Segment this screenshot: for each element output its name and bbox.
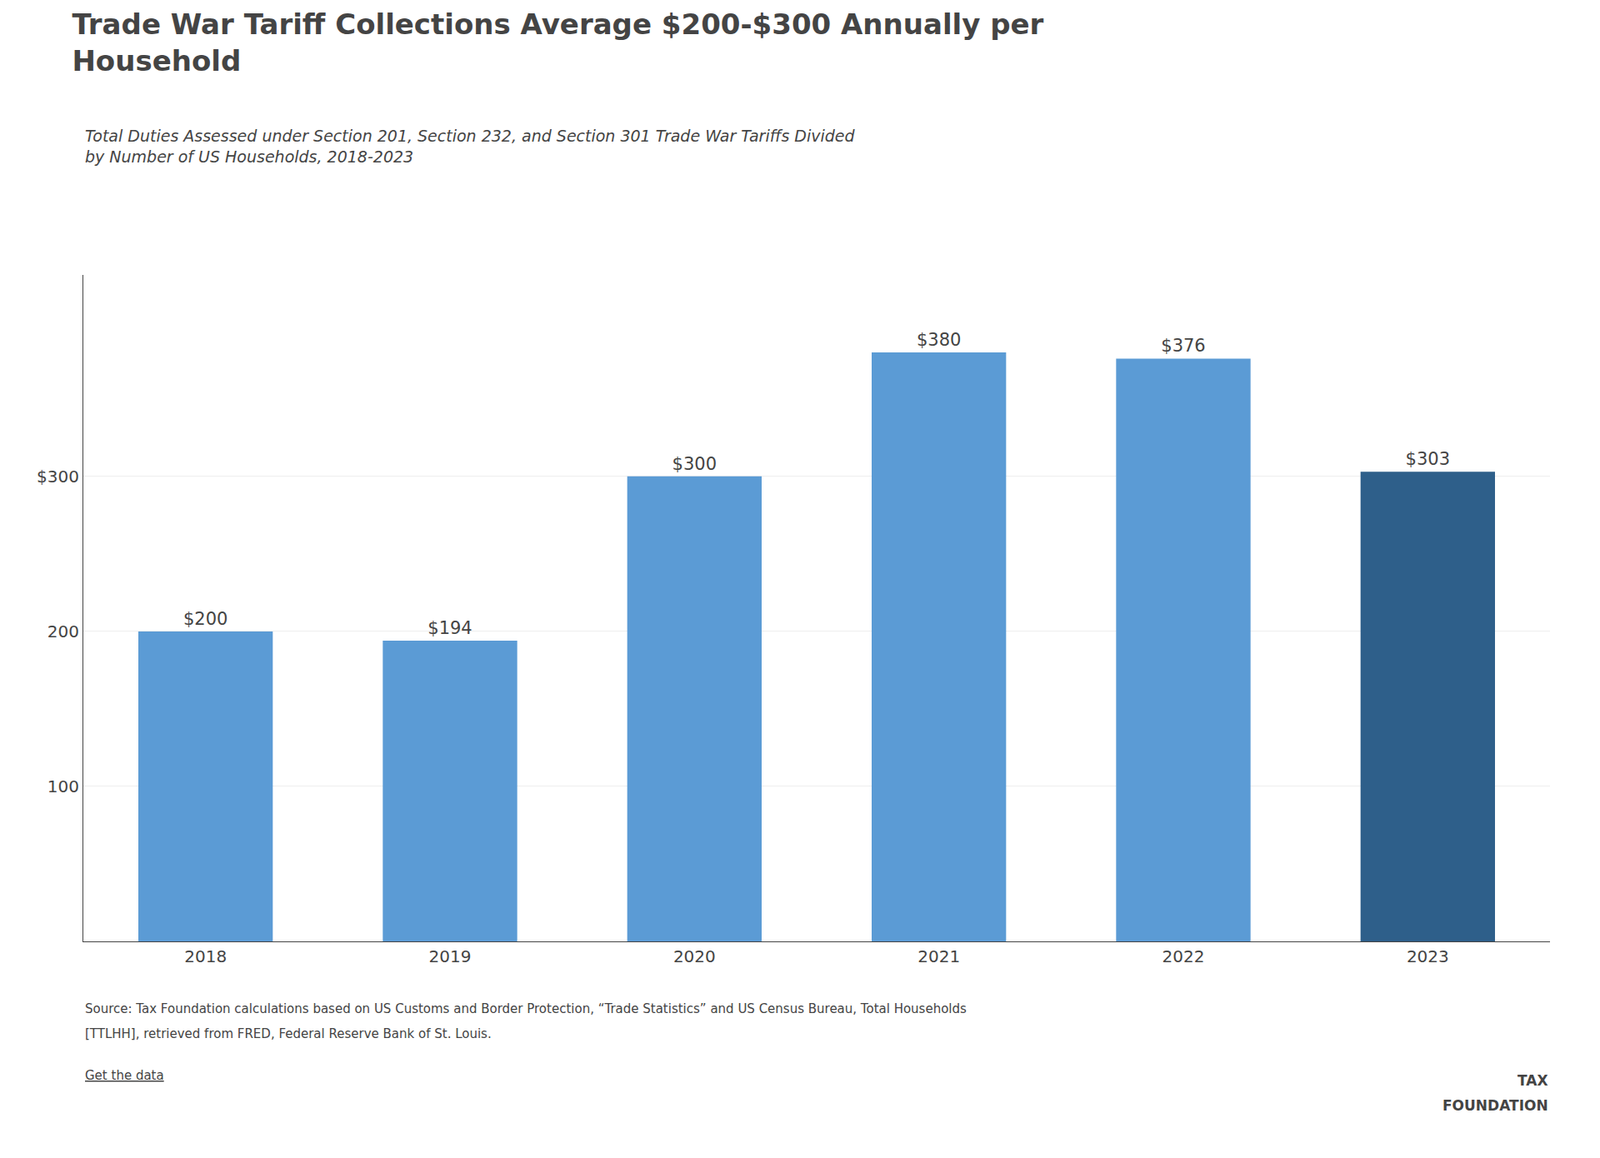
svg-text:Source: Tax Foundation calcula: Source: Tax Foundation calculations base… [85, 1001, 967, 1017]
svg-text:200: 200 [47, 621, 80, 642]
svg-text:Trade War Tariff Collections A: Trade War Tariff Collections Average $20… [71, 7, 1044, 78]
svg-text:TAX: TAX [1517, 1072, 1549, 1090]
svg-text:2022: 2022 [1162, 946, 1205, 967]
svg-text:$300: $300 [672, 454, 717, 475]
svg-text:$194: $194 [427, 618, 472, 639]
svg-text:$300: $300 [36, 466, 80, 487]
svg-text:$200: $200 [183, 609, 228, 630]
svg-text:[TTLHH], retrieved from FRED,: [TTLHH], retrieved from FRED, Federal Re… [85, 1026, 492, 1042]
svg-text:$380: $380 [916, 330, 961, 350]
svg-text:2021: 2021 [917, 946, 960, 967]
svg-text:Total Duties Assessed under Se: Total Duties Assessed under Section 201,… [85, 126, 856, 166]
svg-text:$303: $303 [1405, 449, 1450, 470]
svg-text:100: 100 [47, 776, 80, 797]
svg-text:2023: 2023 [1406, 946, 1450, 967]
svg-text:$376: $376 [1160, 335, 1205, 356]
svg-text:2018: 2018 [184, 946, 227, 967]
svg-text:2020: 2020 [673, 946, 716, 967]
svg-text:2019: 2019 [429, 946, 472, 967]
svg-text:FOUNDATION: FOUNDATION [1442, 1097, 1549, 1115]
svg-text:Get the data: Get the data [85, 1068, 165, 1084]
